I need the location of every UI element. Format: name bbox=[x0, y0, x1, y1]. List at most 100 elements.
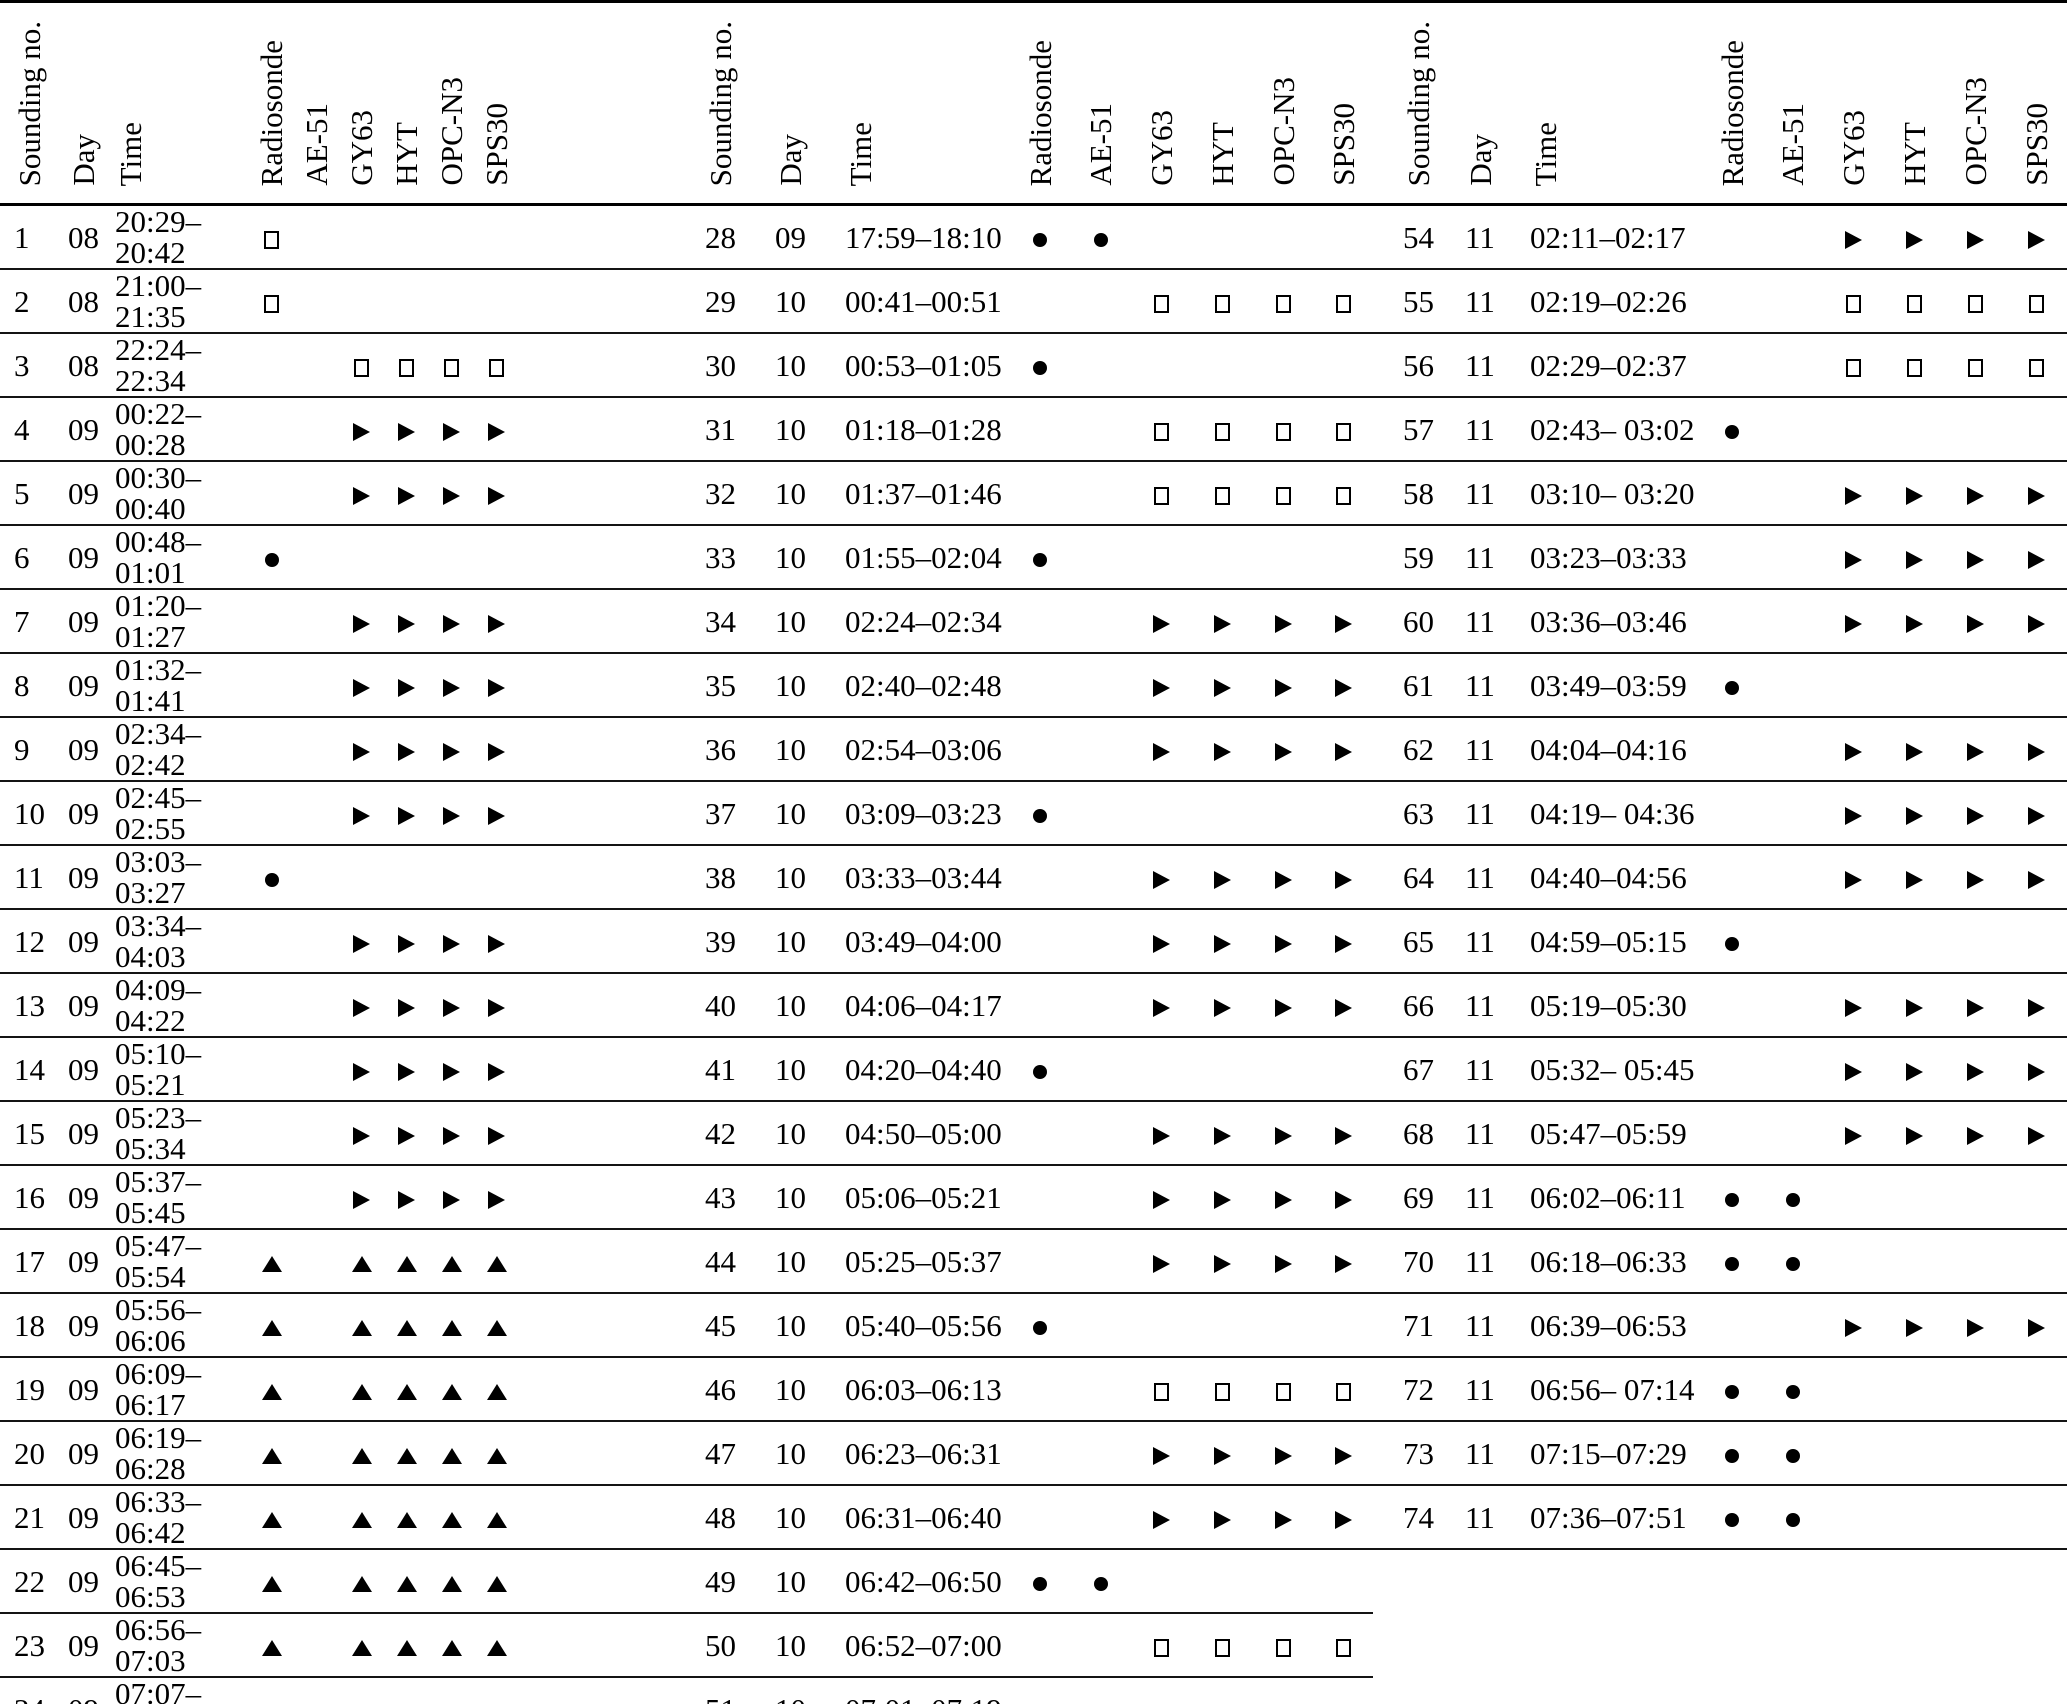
filled-right-triangle-marker bbox=[2028, 871, 2045, 890]
marker-cell-ae51 bbox=[1070, 1101, 1131, 1166]
open-square-marker bbox=[1154, 295, 1169, 314]
filled-up-triangle-marker bbox=[441, 1384, 462, 1401]
open-square-marker bbox=[1215, 487, 1230, 506]
filled-right-triangle-marker bbox=[1967, 231, 1984, 250]
filled-up-triangle-marker bbox=[486, 1512, 507, 1529]
time-cell: 01:18–01:28 bbox=[815, 397, 1010, 462]
day-cell: 09 bbox=[60, 1037, 108, 1102]
col-header-hyt: HYT bbox=[1884, 0, 1945, 206]
marker-cell-sps30 bbox=[2006, 204, 2067, 270]
rotated-column-label: HYT bbox=[1205, 122, 1240, 186]
col-header-sounding-no: Sounding no. bbox=[1373, 0, 1436, 206]
filled-up-triangle-marker bbox=[261, 1576, 282, 1593]
filled-right-triangle-marker bbox=[353, 1191, 370, 1210]
filled-right-triangle-marker bbox=[1967, 871, 1984, 890]
filled-right-triangle-marker bbox=[1906, 487, 1923, 506]
marker-cell-ae51 bbox=[294, 717, 339, 782]
marker-cell-ae51 bbox=[1762, 269, 1823, 334]
marker-cell-sps30 bbox=[474, 1485, 519, 1550]
filled-up-triangle-marker bbox=[261, 1320, 282, 1337]
marker-cell-sps30 bbox=[474, 845, 519, 910]
marker-cell-ae51 bbox=[1070, 269, 1131, 334]
day-cell: 10 bbox=[745, 1293, 815, 1358]
marker-cell-sps30 bbox=[474, 653, 519, 718]
col-header-sounding-no: Sounding no. bbox=[519, 0, 745, 206]
marker-cell-sps30 bbox=[1313, 589, 1373, 654]
filled-right-triangle-marker bbox=[1845, 1127, 1862, 1146]
marker-cell-radiosonde bbox=[249, 525, 294, 590]
table-row: 16 09 05:37–05:45 43 10 05:06–05:21 69 11 06:02–… bbox=[0, 1165, 2067, 1230]
marker-cell-radiosonde bbox=[1702, 1613, 1762, 1677]
sounding-no-cell: 45 bbox=[519, 1293, 745, 1358]
time-cell: 02:19–02:26 bbox=[1500, 269, 1702, 334]
marker-cell-hyt bbox=[384, 1421, 429, 1486]
marker-cell-gy63 bbox=[1131, 909, 1192, 974]
rotated-column-label: Radiosonde bbox=[1714, 39, 1750, 186]
filled-right-triangle-marker bbox=[353, 1127, 370, 1146]
time-cell: 05:10–05:21 bbox=[108, 1037, 249, 1102]
filled-right-triangle-marker bbox=[1845, 1319, 1862, 1338]
marker-cell-opcn3 bbox=[1253, 461, 1313, 526]
day-cell bbox=[1435, 1613, 1500, 1677]
marker-cell-opcn3 bbox=[1253, 333, 1313, 398]
filled-right-triangle-marker bbox=[1845, 999, 1862, 1018]
marker-cell-hyt bbox=[1884, 1677, 1945, 1704]
time-cell: 07:07–07:13 bbox=[108, 1677, 249, 1704]
marker-cell-gy63 bbox=[1823, 1293, 1884, 1358]
rotated-column-label: AE-51 bbox=[1775, 103, 1810, 186]
marker-cell-sps30 bbox=[1313, 1101, 1373, 1166]
marker-cell-gy63 bbox=[1131, 397, 1192, 462]
day-cell: 10 bbox=[745, 909, 815, 974]
filled-right-triangle-marker bbox=[1214, 1447, 1231, 1466]
col-header-time: Time bbox=[1500, 0, 1702, 206]
marker-cell-opcn3 bbox=[1253, 1101, 1313, 1166]
table-row: 5 09 00:30–00:40 32 10 01:37–01:46 58 11 03:10– … bbox=[0, 461, 2067, 526]
marker-cell-gy63 bbox=[1131, 717, 1192, 782]
marker-cell-radiosonde bbox=[1010, 909, 1070, 974]
day-cell: 11 bbox=[1435, 1037, 1500, 1102]
marker-cell-sps30 bbox=[2006, 1613, 2067, 1677]
marker-cell-ae51 bbox=[1762, 525, 1823, 590]
filled-up-triangle-marker bbox=[351, 1384, 372, 1401]
filled-right-triangle-marker bbox=[2028, 999, 2045, 1018]
marker-cell-sps30 bbox=[1313, 1293, 1373, 1358]
marker-cell-gy63 bbox=[1823, 333, 1884, 398]
marker-cell-ae51 bbox=[1762, 397, 1823, 462]
marker-cell-gy63 bbox=[339, 269, 384, 334]
marker-cell-ae51 bbox=[1070, 1421, 1131, 1486]
time-cell: 05:25–05:37 bbox=[815, 1229, 1010, 1294]
filled-right-triangle-marker bbox=[1214, 679, 1231, 698]
filled-right-triangle-marker bbox=[1845, 231, 1862, 250]
filled-circle-marker bbox=[1093, 233, 1108, 248]
marker-cell-hyt bbox=[1192, 653, 1253, 718]
marker-cell-ae51 bbox=[1762, 1357, 1823, 1422]
filled-right-triangle-marker bbox=[443, 999, 460, 1018]
marker-cell-ae51 bbox=[294, 204, 339, 270]
filled-right-triangle-marker bbox=[1967, 1319, 1984, 1338]
day-cell: 11 bbox=[1435, 973, 1500, 1038]
marker-cell-radiosonde bbox=[1702, 589, 1762, 654]
filled-right-triangle-marker bbox=[2028, 1319, 2045, 1338]
marker-cell-gy63 bbox=[1823, 204, 1884, 270]
marker-cell-hyt bbox=[384, 461, 429, 526]
filled-right-triangle-marker bbox=[1274, 1127, 1292, 1146]
sounding-no-cell: 33 bbox=[519, 525, 745, 590]
filled-right-triangle-marker bbox=[1845, 871, 1862, 890]
time-cell: 02:24–02:34 bbox=[815, 589, 1010, 654]
filled-right-triangle-marker bbox=[1845, 1063, 1862, 1082]
filled-right-triangle-marker bbox=[353, 999, 370, 1018]
marker-cell-ae51 bbox=[294, 1549, 339, 1614]
filled-right-triangle-marker bbox=[443, 487, 460, 506]
marker-cell-gy63 bbox=[1823, 1357, 1884, 1422]
marker-cell-sps30 bbox=[1313, 1165, 1373, 1230]
filled-up-triangle-marker bbox=[261, 1512, 282, 1529]
time-cell: 22:24–22:34 bbox=[108, 333, 249, 398]
filled-right-triangle-marker bbox=[1906, 1127, 1923, 1146]
day-cell: 10 bbox=[745, 653, 815, 718]
filled-up-triangle-marker bbox=[351, 1512, 372, 1529]
filled-up-triangle-marker bbox=[351, 1576, 372, 1593]
filled-right-triangle-marker bbox=[1274, 743, 1292, 762]
time-cell: 03:03–03:27 bbox=[108, 845, 249, 910]
marker-cell-gy63 bbox=[339, 1549, 384, 1614]
time-cell: 03:36–03:46 bbox=[1500, 589, 1702, 654]
